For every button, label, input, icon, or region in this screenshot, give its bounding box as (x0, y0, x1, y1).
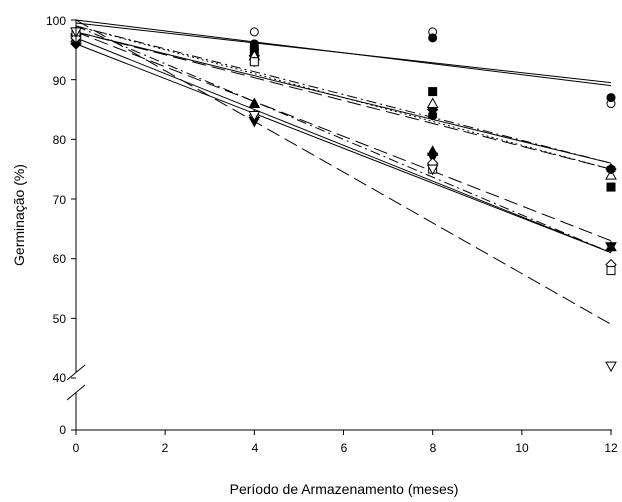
fit-line-series-9 (75, 25, 612, 254)
fit-line-series-3 (75, 31, 612, 170)
y-tick-label-0: 0 (59, 423, 66, 437)
fit-line-series-2 (75, 19, 612, 87)
y-axis-title: Germinação (%) (11, 164, 27, 266)
data-point-series-11-4 (605, 361, 617, 373)
data-point-series-7-2 (248, 97, 261, 109)
data-point-series-3-4 (606, 182, 616, 192)
x-tick-label-4: 4 (252, 441, 259, 455)
x-tick-label-0: 0 (73, 441, 80, 455)
data-point-series-2-3 (428, 33, 438, 43)
data-point-series-5-3 (426, 97, 439, 109)
data-point-series-3-3 (428, 87, 438, 97)
data-point-series-11-3 (426, 164, 439, 176)
axis-break (60, 364, 90, 401)
axis-break-mark-bottom (66, 384, 86, 401)
fit-line-series-6 (75, 25, 612, 164)
data-point-series-6-4 (606, 164, 616, 175)
x-tick-label-6: 6 (341, 441, 348, 455)
y-tick-label-60: 60 (53, 252, 67, 266)
fit-line-series-11 (75, 19, 612, 325)
y-tick-label-70: 70 (53, 193, 67, 207)
data-point-series-10-2 (249, 57, 259, 67)
y-ticks (71, 19, 76, 431)
data-point-series-11-2 (248, 110, 261, 122)
data-points-layer (70, 25, 617, 373)
data-point-series-8-4 (605, 242, 617, 253)
y-tick-label-100: 100 (46, 14, 66, 28)
x-tick-label-10: 10 (515, 441, 529, 455)
fit-line-series-7 (75, 37, 612, 254)
x-tick-label-12: 12 (604, 441, 618, 455)
y-tick-label-90: 90 (53, 74, 67, 88)
fit-lines-layer (75, 19, 612, 325)
y-tick-label-80: 80 (53, 133, 67, 147)
fit-line-series-10 (75, 31, 612, 242)
data-point-series-6-3 (428, 110, 438, 121)
data-point-series-1-2 (249, 27, 259, 37)
data-point-series-2-4 (606, 93, 616, 103)
data-point-series-10-4 (606, 266, 616, 276)
x-axis-title: Período de Armazenamento (meses) (230, 481, 459, 497)
y-tick-label-50: 50 (53, 312, 67, 326)
axis-break-mark-top (66, 364, 86, 381)
y-tick-label-40: 40 (53, 371, 67, 385)
x-tick-label-2: 2 (162, 441, 169, 455)
x-tick-label-8: 8 (430, 441, 437, 455)
fit-line-series-8 (75, 43, 612, 254)
data-point-series-5-4 (605, 169, 617, 180)
x-ticks (75, 430, 612, 435)
fit-line-series-5 (75, 25, 612, 170)
